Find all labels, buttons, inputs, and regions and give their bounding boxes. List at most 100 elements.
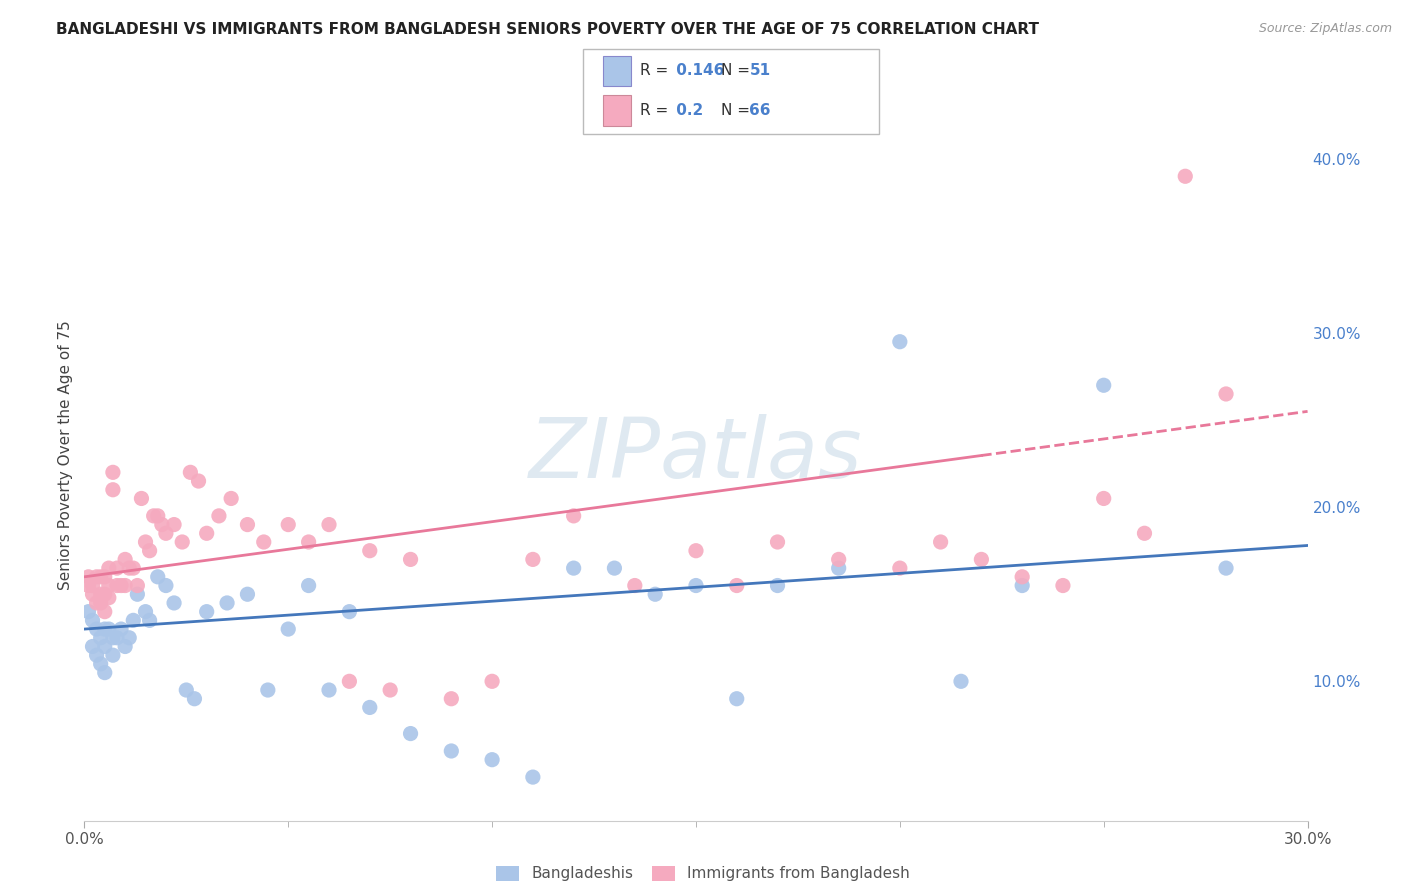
Text: ZIPatlas: ZIPatlas: [529, 415, 863, 495]
Point: [766, 535, 789, 549]
Point: [766, 578, 789, 592]
Point: [318, 517, 340, 532]
Point: [195, 605, 218, 619]
Point: [889, 561, 911, 575]
Point: [339, 605, 361, 619]
Point: [481, 674, 503, 689]
Point: [146, 508, 169, 523]
Point: [86, 596, 108, 610]
Point: [380, 683, 402, 698]
Point: [86, 570, 108, 584]
Text: R =: R =: [640, 103, 668, 118]
Point: [562, 561, 585, 575]
Point: [970, 552, 993, 566]
Point: [90, 657, 112, 671]
Text: N =: N =: [721, 63, 751, 78]
Point: [127, 578, 149, 592]
Point: [399, 552, 422, 566]
Point: [950, 674, 973, 689]
Point: [725, 578, 748, 592]
Point: [93, 622, 115, 636]
Point: [277, 622, 299, 636]
Text: R =: R =: [640, 63, 668, 78]
Point: [339, 674, 361, 689]
Point: [150, 517, 173, 532]
Point: [828, 561, 851, 575]
Point: [725, 691, 748, 706]
Point: [105, 561, 128, 575]
Point: [440, 691, 463, 706]
Point: [101, 648, 124, 663]
Point: [82, 587, 104, 601]
Point: [562, 508, 585, 523]
Point: [522, 770, 544, 784]
Point: [644, 587, 666, 601]
Point: [110, 622, 132, 636]
Point: [163, 596, 186, 610]
Point: [1133, 526, 1156, 541]
Point: [90, 631, 112, 645]
Point: [131, 491, 153, 506]
Point: [127, 587, 149, 601]
Point: [90, 570, 112, 584]
Text: Source: ZipAtlas.com: Source: ZipAtlas.com: [1258, 22, 1392, 36]
Point: [90, 587, 112, 601]
Point: [685, 578, 707, 592]
Point: [93, 587, 115, 601]
Text: 0.146: 0.146: [671, 63, 724, 78]
Point: [97, 561, 120, 575]
Point: [257, 683, 280, 698]
Point: [195, 526, 218, 541]
Point: [889, 334, 911, 349]
Point: [1011, 578, 1033, 592]
Point: [208, 508, 231, 523]
Point: [101, 631, 124, 645]
Point: [187, 474, 209, 488]
Point: [174, 683, 197, 698]
Point: [522, 552, 544, 566]
Point: [110, 578, 132, 592]
Point: [318, 683, 340, 698]
Point: [114, 640, 136, 654]
Point: [1092, 491, 1115, 506]
Point: [1011, 570, 1033, 584]
Point: [253, 535, 276, 549]
Point: [138, 543, 160, 558]
Point: [93, 640, 115, 654]
Text: BANGLADESHI VS IMMIGRANTS FROM BANGLADESH SENIORS POVERTY OVER THE AGE OF 75 COR: BANGLADESHI VS IMMIGRANTS FROM BANGLADES…: [56, 22, 1039, 37]
Point: [183, 691, 205, 706]
Point: [97, 578, 120, 592]
Point: [77, 578, 100, 592]
Point: [298, 535, 321, 549]
Text: 0.2: 0.2: [671, 103, 703, 118]
Point: [101, 466, 124, 480]
Point: [101, 483, 124, 497]
Point: [93, 665, 115, 680]
Legend: Bangladeshis, Immigrants from Bangladesh: Bangladeshis, Immigrants from Bangladesh: [491, 860, 915, 888]
Point: [179, 466, 201, 480]
Text: 66: 66: [749, 103, 770, 118]
Point: [929, 535, 952, 549]
Point: [118, 631, 141, 645]
Point: [114, 552, 136, 566]
Text: N =: N =: [721, 103, 751, 118]
Point: [217, 596, 239, 610]
Point: [359, 700, 381, 714]
Point: [155, 526, 177, 541]
Point: [82, 578, 104, 592]
Point: [481, 753, 503, 767]
Point: [97, 622, 120, 636]
Point: [77, 570, 100, 584]
Point: [1215, 561, 1237, 575]
Point: [399, 726, 422, 740]
Point: [93, 605, 115, 619]
Point: [114, 578, 136, 592]
Point: [298, 578, 321, 592]
Point: [142, 508, 165, 523]
Point: [93, 570, 115, 584]
Point: [97, 591, 120, 605]
Point: [603, 561, 626, 575]
Point: [122, 561, 145, 575]
Text: 51: 51: [749, 63, 770, 78]
Point: [86, 648, 108, 663]
